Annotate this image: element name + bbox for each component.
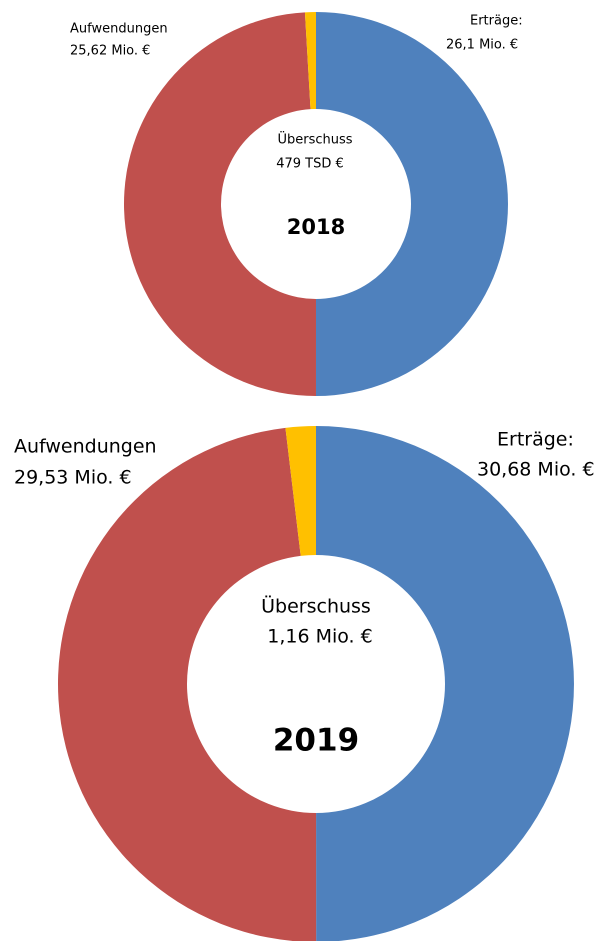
segment-value-label: 25,62 Mio. €	[70, 44, 150, 59]
donut-segment	[304, 12, 316, 110]
segment-name: Überschuss	[261, 595, 371, 618]
chart-title: 2018	[287, 215, 345, 239]
segment-name: Erträge:	[470, 14, 523, 29]
segment-name: Erträge:	[497, 429, 574, 451]
segment-value-label: 479 TSD €	[276, 157, 344, 172]
donut-segment	[316, 426, 574, 941]
donut-segment	[123, 12, 316, 396]
donut-segment	[58, 427, 317, 941]
segment-name: Aufwendungen	[70, 22, 168, 37]
segment-value-label: 30,68 Mio. €	[477, 459, 595, 481]
segment-name: Überschuss	[277, 131, 352, 148]
segment-name: Aufwendungen	[14, 436, 157, 458]
segment-value-label: 26,1 Mio. €	[446, 38, 518, 53]
donut-segment	[285, 426, 316, 556]
donut-segment	[315, 12, 508, 396]
segment-value-label: 1,16 Mio. €	[267, 626, 372, 648]
segment-value-label: 29,53 Mio. €	[14, 467, 132, 489]
chart-title: 2019	[273, 723, 359, 759]
